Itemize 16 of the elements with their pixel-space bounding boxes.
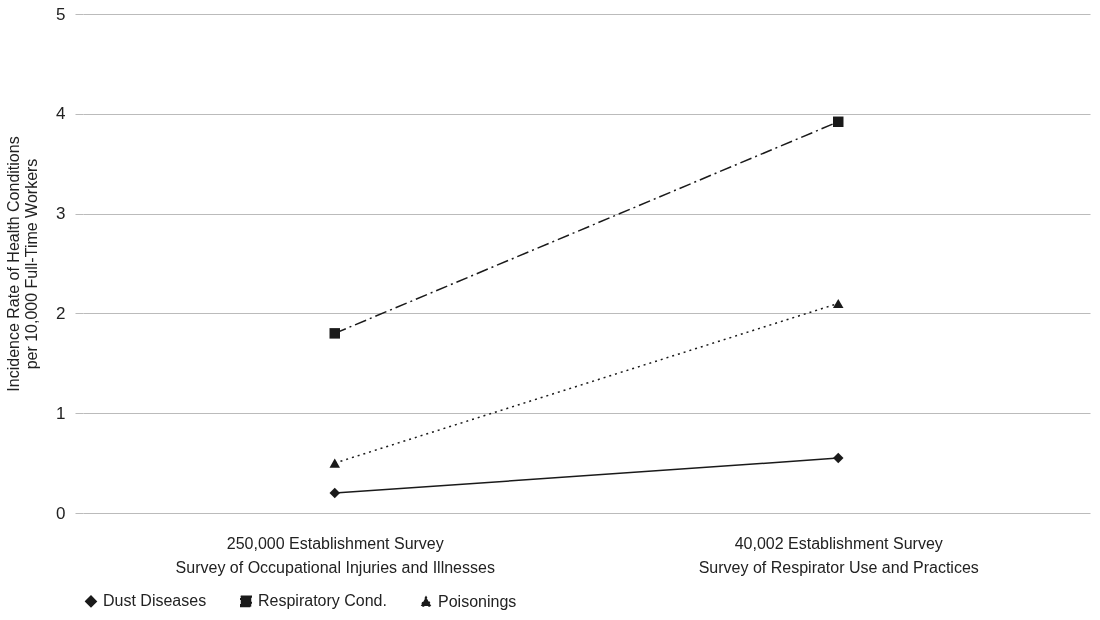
x-tick-label: 250,000 Establishment Survey Survey of Occupational Injuries and Illnesses [175,534,495,576]
y-tick-label: 1 [56,403,66,423]
y-axis-title: Incidence Rate of Health Conditions per 10,000 Full-Time Workers [5,136,41,392]
y-tick-label: 5 [56,4,66,24]
y-tick-label: 0 [56,503,66,523]
legend-label: Dust Diseases [103,592,207,610]
y-tick-label: 4 [56,104,66,124]
x-tick-label: 40,002 Establishment Survey Survey of Respirator Use and Practices [698,534,979,576]
point [329,487,340,499]
point [833,116,844,128]
y-tick-label: 2 [56,303,66,323]
legend-label: Poisonings [438,592,517,610]
point [833,452,844,464]
point [329,328,340,339]
y-tick-label: 3 [56,204,66,224]
legend-label: Respiratory Cond. [258,592,387,610]
